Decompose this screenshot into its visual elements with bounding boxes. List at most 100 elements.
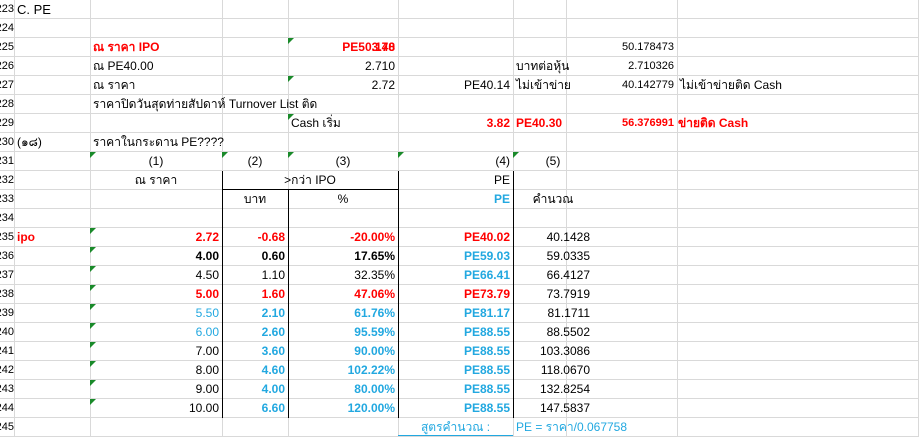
table-baht[interactable]: 0.60 [261, 249, 285, 263]
table-percent[interactable]: 102.22% [347, 363, 395, 377]
at-price-header[interactable]: ณ ราคา [134, 173, 178, 187]
price-272-value[interactable]: 2.72 [371, 78, 395, 92]
table-price[interactable]: 5.50 [195, 306, 219, 320]
table-baht[interactable]: 6.60 [261, 401, 285, 415]
row-number: 242 [0, 364, 14, 376]
table-price[interactable]: 6.00 [195, 325, 219, 339]
table-pe[interactable]: PE88.55 [463, 344, 510, 358]
table-calc[interactable]: 88.5502 [546, 325, 590, 339]
label-pe40[interactable]: ณ PE40.00 [93, 59, 154, 73]
col-header-1[interactable]: (1) [148, 154, 164, 168]
table-pe[interactable]: PE88.55 [463, 401, 510, 415]
formula-label[interactable]: สูตรคำนวณ : [420, 420, 491, 434]
table-calc[interactable]: 132.8254 [539, 382, 590, 396]
table-pe[interactable]: PE88.55 [463, 325, 510, 339]
row-line [0, 246, 919, 247]
label-at-price[interactable]: ณ ราคา [93, 78, 136, 92]
cash-start-price[interactable]: 3.82 [486, 116, 510, 130]
table-price[interactable]: 8.00 [195, 363, 219, 377]
cash-start-pe[interactable]: PE40.30 [516, 116, 563, 130]
row-line [0, 208, 919, 209]
board-pe-label[interactable]: ราคาในกระดาน PE???? [93, 135, 224, 149]
col-header-2[interactable]: (2) [247, 154, 263, 168]
table-calc[interactable]: 73.7919 [546, 287, 590, 301]
not-eligible-cash-label[interactable]: ไม่เข้าข่ายติด Cash [680, 78, 782, 92]
row-number: 227 [0, 79, 14, 91]
table-pe[interactable]: PE88.55 [463, 382, 510, 396]
pe-blue-header[interactable]: PE [493, 192, 510, 206]
table-pe[interactable]: PE66.41 [463, 268, 510, 282]
cash-start-precise[interactable]: 56.376991 [622, 117, 674, 129]
row-line [0, 94, 919, 95]
thai-number-label[interactable]: (๑๘) [17, 135, 42, 149]
col-header-3[interactable]: (3) [335, 154, 351, 168]
table-percent[interactable]: 61.76% [354, 306, 395, 320]
pe40-price-precise[interactable]: 2.710326 [628, 60, 674, 72]
cash-start-label[interactable]: Cash เริ่ม [291, 116, 341, 130]
row-number: 239 [0, 307, 14, 319]
cash-eligible-label[interactable]: ข่ายติด Cash [678, 116, 749, 130]
table-baht[interactable]: 2.10 [261, 306, 285, 320]
table-calc[interactable]: 147.5837 [539, 401, 590, 415]
table-pe[interactable]: PE88.55 [463, 363, 510, 377]
comment-marker-icon [90, 361, 96, 367]
table-pe[interactable]: PE73.79 [463, 287, 510, 301]
table-baht[interactable]: 1.10 [261, 268, 285, 282]
formula-text[interactable]: PE = ราคา/0.067758 [516, 420, 628, 434]
not-eligible-label[interactable]: ไม่เข้าข่าย [516, 78, 571, 92]
table-percent[interactable]: -20.00% [350, 230, 395, 244]
table-price[interactable]: 2.72 [195, 230, 219, 244]
percent-header[interactable]: % [337, 192, 349, 206]
closing-price-note[interactable]: ราคาปิดวันสุดท่ายสัปดาห์ Turnover List ต… [93, 97, 318, 111]
table-percent[interactable]: 32.35% [354, 268, 395, 282]
table-calc[interactable]: 118.0670 [540, 363, 590, 377]
table-pe[interactable]: PE59.03 [463, 249, 510, 263]
row-number: 228 [0, 98, 14, 110]
ipo-pe-precise[interactable]: 50.178473 [622, 41, 674, 53]
table-baht[interactable]: 4.00 [261, 382, 285, 396]
comment-marker-icon [90, 380, 96, 386]
pe4014-precise[interactable]: 40.142779 [622, 79, 674, 91]
table-price[interactable]: 9.00 [195, 382, 219, 396]
table-baht[interactable]: 3.60 [261, 344, 285, 358]
label-ipo-price[interactable]: ณ ราคา IPO [93, 40, 160, 54]
table-percent[interactable]: 95.59% [354, 325, 395, 339]
pe40-price-value[interactable]: 2.710 [364, 59, 395, 73]
table-price[interactable]: 7.00 [195, 344, 219, 358]
table-pe[interactable]: PE81.17 [463, 306, 510, 320]
table-calc[interactable]: 66.4127 [546, 268, 590, 282]
table-percent[interactable]: 47.06% [354, 287, 395, 301]
table-price[interactable]: 4.00 [195, 249, 219, 263]
pe4014-value[interactable]: PE40.14 [463, 78, 510, 92]
table-pe[interactable]: PE40.02 [463, 230, 510, 244]
row-line [0, 284, 919, 285]
baht-per-share-label[interactable]: บาทต่อหุ้น [516, 59, 570, 73]
table-calc[interactable]: 103.3086 [539, 344, 590, 358]
table-calc[interactable]: 40.1428 [546, 230, 590, 244]
ipo-price-value[interactable]: 3.40 [371, 40, 395, 54]
table-baht[interactable]: -0.68 [257, 230, 285, 244]
table-percent[interactable]: 90.00% [354, 344, 395, 358]
col-header-5[interactable]: (5) [545, 154, 561, 168]
table-baht[interactable]: 1.60 [261, 287, 285, 301]
table-border [513, 171, 514, 418]
table-percent[interactable]: 17.65% [354, 249, 395, 263]
ipo-pe-value[interactable]: PE50.178 [342, 40, 395, 54]
table-price[interactable]: 5.00 [195, 287, 219, 301]
table-calc[interactable]: 59.0335 [546, 249, 590, 263]
table-price[interactable]: 10.00 [188, 401, 219, 415]
table-baht[interactable]: 4.60 [261, 363, 285, 377]
baht-header[interactable]: บาท [243, 192, 267, 206]
table-percent[interactable]: 80.00% [354, 382, 395, 396]
table-baht[interactable]: 2.60 [261, 325, 285, 339]
calc-header[interactable]: คำนวณ [532, 192, 574, 206]
table-price[interactable]: 4.50 [195, 268, 219, 282]
section-title[interactable]: C. PE [17, 2, 51, 17]
comment-marker-icon [90, 247, 96, 253]
table-percent[interactable]: 120.00% [347, 401, 395, 415]
table-calc[interactable]: 81.1711 [547, 306, 591, 320]
over-ipo-header[interactable]: >กว่า IPO [284, 173, 336, 187]
pe-header[interactable]: PE [493, 173, 510, 187]
row-number: 243 [0, 383, 14, 395]
col-header-4[interactable]: (4) [495, 154, 510, 168]
